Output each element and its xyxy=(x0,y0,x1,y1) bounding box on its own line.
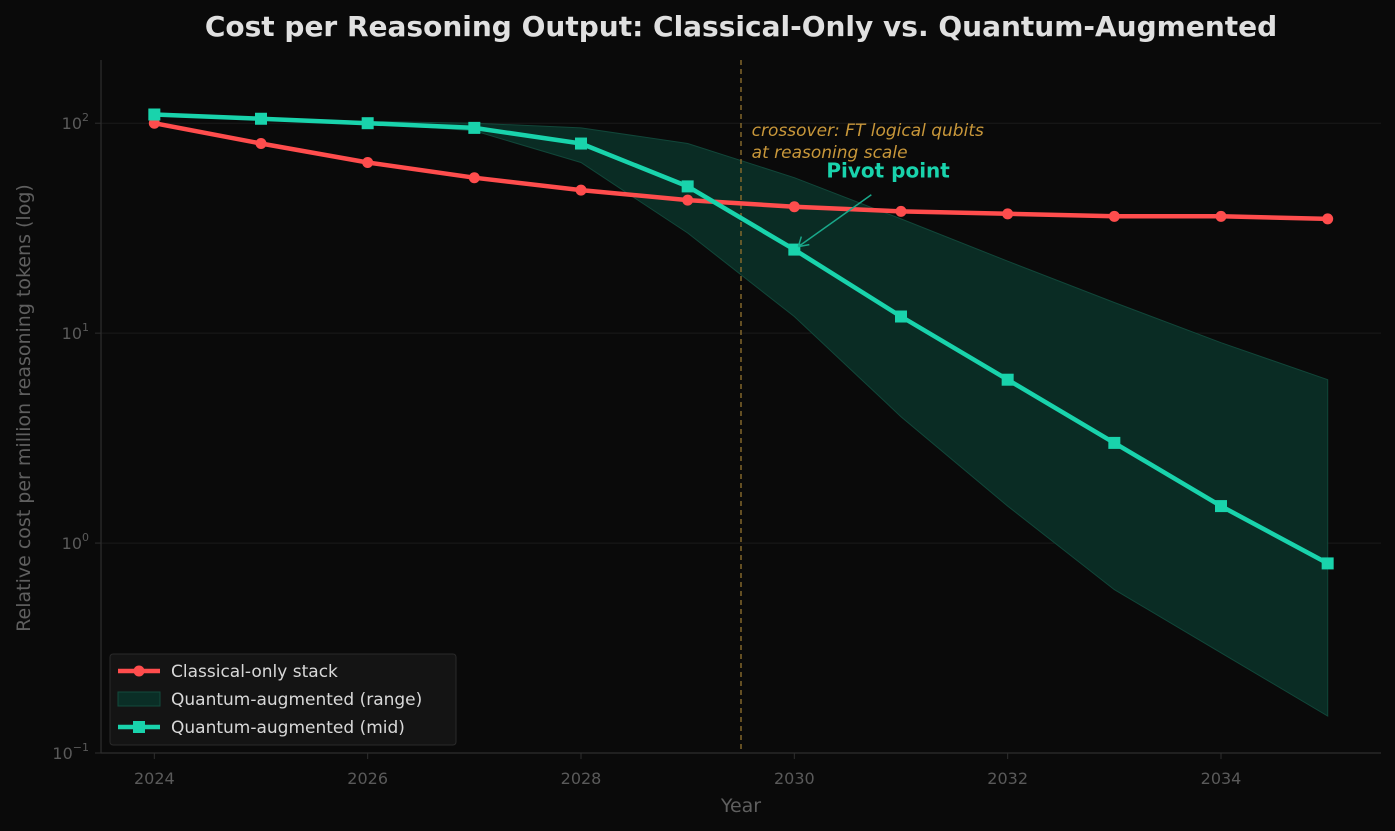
x-axis-label: Year xyxy=(720,795,761,817)
x-tick-label: 2030 xyxy=(774,769,815,788)
series-0-point xyxy=(895,205,907,217)
x-tick-label: 2028 xyxy=(561,769,602,788)
pivot-arrow xyxy=(797,194,872,248)
x-tick-label: 2024 xyxy=(134,769,175,788)
series-1-point xyxy=(895,310,907,323)
series-1-point xyxy=(1108,436,1121,449)
x-tick-label: 2034 xyxy=(1201,769,1242,788)
pivot-arrow-head xyxy=(797,236,810,248)
series-1-point xyxy=(788,243,801,256)
series-1-point xyxy=(148,108,161,121)
series-line-1 xyxy=(152,112,1330,566)
series-1-point xyxy=(575,137,587,150)
legend-label: Classical-only stack xyxy=(171,662,338,682)
chart-title: Cost per Reasoning Output: Classical-Onl… xyxy=(205,10,1277,43)
series-1-point xyxy=(1215,500,1227,513)
legend-swatch-range xyxy=(117,691,161,707)
series-1-point xyxy=(468,121,481,134)
series-1-point xyxy=(1001,373,1014,386)
legend-marker-quantum xyxy=(133,721,145,733)
series-0-point xyxy=(1215,210,1227,222)
crossover-annotation: at reasoning scale xyxy=(752,143,908,163)
legend-box xyxy=(109,653,457,746)
y-tick-label: 102 xyxy=(62,111,89,133)
series-0-point xyxy=(255,138,267,150)
pivot-annotation: Pivot point xyxy=(826,159,950,183)
y-tick-label: 101 xyxy=(62,321,89,343)
series-1-point xyxy=(255,112,267,125)
y-tick-label: 10−1 xyxy=(52,741,89,763)
series-0-point xyxy=(1002,208,1014,220)
series-0-point xyxy=(1322,213,1334,225)
series-0-point xyxy=(788,201,800,213)
x-tick-label: 2032 xyxy=(987,769,1028,788)
series-0-point xyxy=(682,194,694,206)
series-0-point xyxy=(468,172,480,184)
series-layer xyxy=(148,108,1334,570)
series-0-point xyxy=(362,156,374,168)
axes: 10−1 100 101 102 2024 2026 2028 2030 2032 2034 xyxy=(52,60,1381,788)
legend: Classical-only stack Quantum-augmented (r… xyxy=(109,653,457,746)
series-1-point xyxy=(361,117,374,130)
series-1-point xyxy=(681,180,694,193)
series-line-0 xyxy=(152,120,1330,222)
series-1-point xyxy=(1321,557,1334,570)
y-axis-label: Relative cost per million reasoning toke… xyxy=(13,184,35,632)
legend-label: Quantum-augmented (mid) xyxy=(171,718,405,738)
series-0-point xyxy=(1108,210,1120,222)
legend-marker-classical xyxy=(133,665,145,677)
crossover-annotation: crossover: FT logical qubits xyxy=(752,121,984,141)
y-tick-label: 100 xyxy=(62,531,89,553)
x-tick-label: 2026 xyxy=(347,769,388,788)
series-0-point xyxy=(575,184,587,196)
legend-label: Quantum-augmented (range) xyxy=(171,690,422,710)
